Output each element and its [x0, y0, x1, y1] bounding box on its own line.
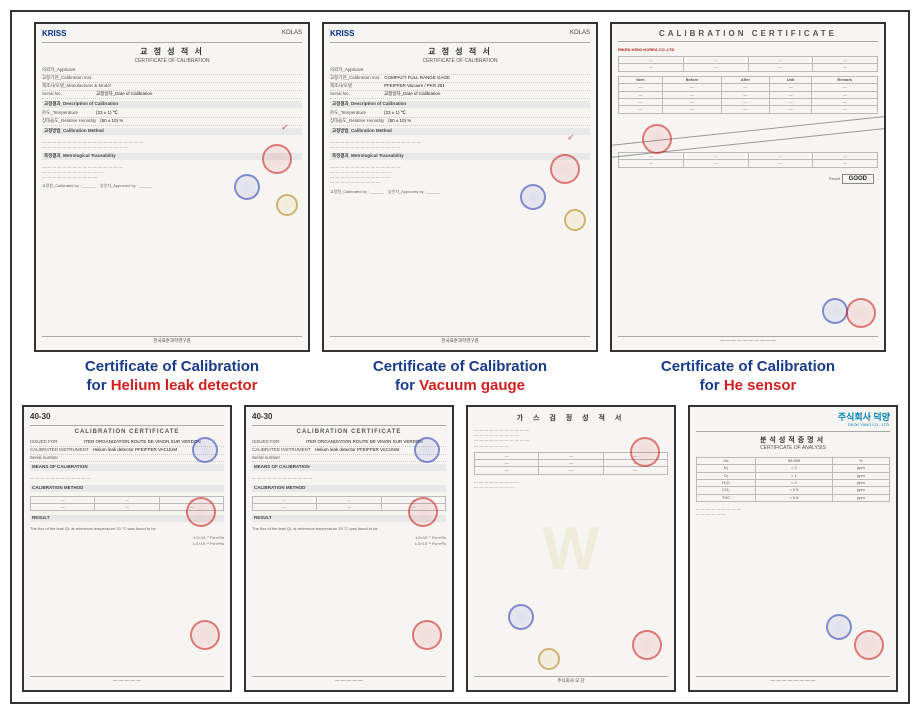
stamp-icon	[846, 298, 876, 328]
stamp-icon	[408, 497, 438, 527]
stamp-icon	[564, 209, 586, 231]
4030-logo: 40-30	[30, 413, 50, 422]
analysis-table: He99.999% N₂< 2ppm O₂< 1ppm H₂O< 2ppm CO…	[696, 457, 890, 502]
f: 의뢰자_Applicant	[42, 68, 92, 73]
cert-title: CALIBRATION CERTIFICATE	[618, 30, 878, 42]
signature-icon: ✔︎	[281, 124, 289, 134]
stamp-icon	[550, 154, 580, 184]
stamp-icon	[632, 630, 662, 660]
caption-3: Certificate of Calibration for He sensor	[610, 358, 886, 396]
company: RIKEN KEIKI KOREA CO.,LTD	[618, 47, 878, 52]
lower-table: ———— ————	[618, 152, 878, 168]
f: 제조사/모델_Manufacturer & Model	[42, 84, 111, 89]
watermark-icon: W	[543, 516, 600, 582]
stamp-icon	[412, 620, 442, 650]
stamp-icon	[262, 144, 292, 174]
header-meta-table: ———— ————	[618, 56, 878, 72]
stamp-icon	[520, 184, 546, 210]
stamp-icon	[822, 298, 848, 324]
cert-bottom-2: 40-30 CALIBRATION CERTIFICATE ISSUED FOR…	[244, 405, 454, 692]
stamp-icon	[190, 620, 220, 650]
bottom-row: 40-30 CALIBRATION CERTIFICATE ISSUED FOR…	[22, 405, 898, 692]
stamp-icon	[854, 630, 884, 660]
caption-2: Certificate of Calibration for Vacuum ga…	[322, 358, 598, 396]
top-row: KRISS KOLAS 교 정 성 적 서 CERTIFICATE OF CAL…	[22, 22, 898, 352]
stamp-icon	[276, 194, 298, 216]
cert-bottom-1: 40-30 CALIBRATION CERTIFICATE ISSUED FOR…	[22, 405, 232, 692]
stamp-icon	[234, 174, 260, 200]
cert-title-en: CERTIFICATE OF CALIBRATION	[330, 59, 590, 65]
stamp-icon	[826, 614, 852, 640]
f: Serial No.	[42, 92, 92, 97]
kriss-logo: KRISS	[330, 30, 354, 39]
cert-title-kr: 교 정 성 적 서	[42, 48, 302, 57]
outer-frame: KRISS KOLAS 교 정 성 적 서 CERTIFICATE OF CAL…	[10, 10, 910, 704]
kolas-badge: KOLAS	[570, 30, 590, 37]
4030-logo: 40-30	[252, 413, 272, 422]
stamp-icon	[186, 497, 216, 527]
calibration-table: Item Before After Unit Remark ————— ————…	[618, 76, 878, 114]
cert-title-en: CERTIFICATE OF CALIBRATION	[42, 59, 302, 65]
stamp-icon	[508, 604, 534, 630]
cert-top-3: CALIBRATION CERTIFICATE RIKEN KEIKI KORE…	[610, 22, 886, 352]
stamp-icon	[538, 648, 560, 670]
stamp-icon	[642, 124, 672, 154]
caption-1: Certificate of Calibration for Helium le…	[34, 358, 310, 396]
cert-bottom-4: 주식회사 덕양 DEOK YANG CO., LTD. 분석성적증명서 CERT…	[688, 405, 898, 692]
cert-top-1: KRISS KOLAS 교 정 성 적 서 CERTIFICATE OF CAL…	[34, 22, 310, 352]
footer-org: 한국표준과학연구원	[42, 336, 302, 344]
section: 교정결과_Description of Calibration	[42, 101, 302, 108]
signature-icon: ✔︎	[567, 134, 575, 144]
kriss-logo: KRISS	[42, 30, 66, 39]
result-good: GOOD	[842, 174, 874, 185]
f: 교정기관_Calibration Inst.	[42, 76, 92, 81]
kolas-badge: KOLAS	[282, 30, 302, 37]
cert-top-2: KRISS KOLAS 교 정 성 적 서 CERTIFICATE OF CAL…	[322, 22, 598, 352]
footer-org: 한국표준과학연구원	[330, 336, 590, 344]
captions-row: Certificate of Calibration for Helium le…	[22, 356, 898, 402]
cert-title-kr: 교 정 성 적 서	[330, 48, 590, 57]
cert-bottom-3: W 가 스 검 정 성 적 서 — — — — — — — — — — —— —…	[466, 405, 676, 692]
